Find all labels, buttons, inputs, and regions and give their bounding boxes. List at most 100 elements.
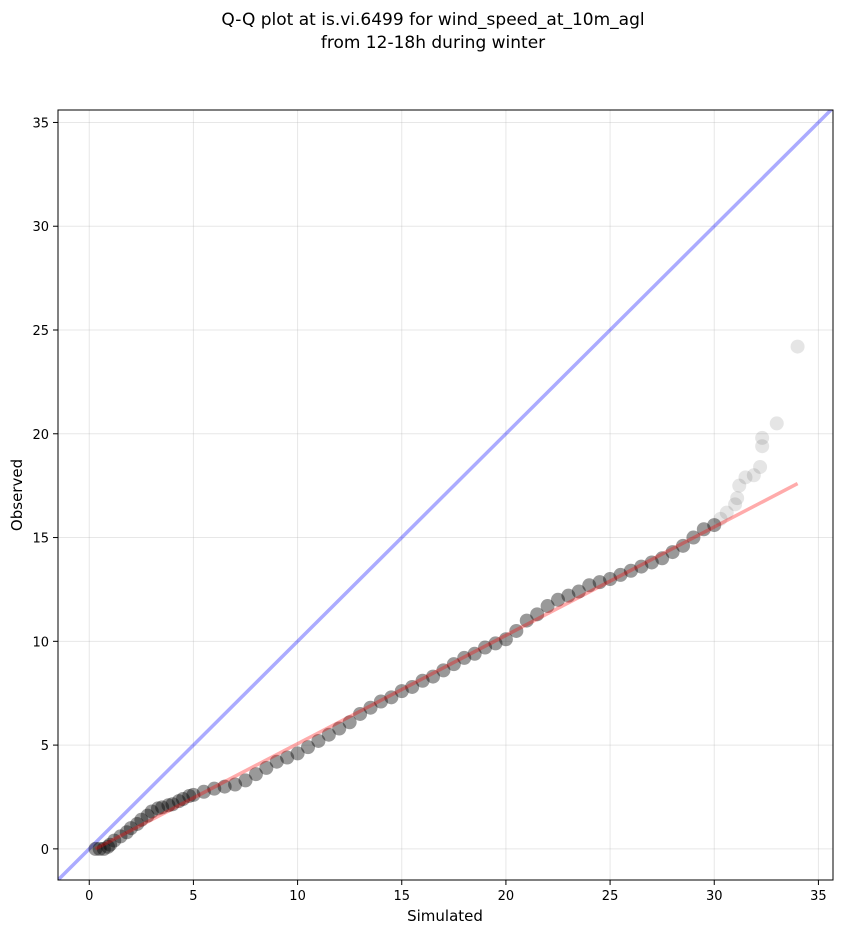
point <box>103 837 118 852</box>
point <box>467 646 482 661</box>
point <box>623 563 638 578</box>
point <box>730 491 745 506</box>
point <box>130 816 145 831</box>
point <box>790 339 805 354</box>
x-tick-label: 35 <box>810 889 827 904</box>
point <box>755 439 770 454</box>
x-tick-label: 10 <box>289 889 306 904</box>
x-tick-label: 20 <box>498 889 515 904</box>
point <box>290 746 305 761</box>
point <box>394 684 409 699</box>
point <box>446 657 461 672</box>
point <box>457 650 472 665</box>
point <box>561 588 576 603</box>
point <box>373 694 388 709</box>
point <box>311 733 326 748</box>
point <box>665 545 680 560</box>
point <box>92 841 107 856</box>
point <box>613 567 628 582</box>
point <box>363 700 378 715</box>
point <box>228 777 243 792</box>
point <box>238 773 253 788</box>
y-axis-label: Observed <box>8 459 26 531</box>
point <box>769 416 784 431</box>
point <box>384 690 399 705</box>
point <box>728 497 743 512</box>
y-tick-label: 10 <box>32 635 49 650</box>
point <box>321 727 336 742</box>
point <box>144 804 159 819</box>
point <box>436 663 451 678</box>
x-axis-label: Simulated <box>407 907 483 925</box>
point <box>405 679 420 694</box>
x-tick-label: 15 <box>393 889 410 904</box>
point <box>582 578 597 593</box>
point <box>707 518 722 533</box>
point <box>140 808 155 823</box>
point <box>332 721 347 736</box>
point <box>592 575 607 590</box>
point <box>280 750 295 765</box>
y-tick-label: 20 <box>32 428 49 443</box>
point <box>676 538 690 553</box>
point <box>171 794 186 809</box>
point <box>426 669 440 684</box>
point <box>713 511 728 526</box>
point <box>746 468 761 483</box>
point <box>119 825 134 840</box>
point <box>478 640 493 655</box>
point <box>88 841 103 856</box>
y-tick-label: 0 <box>41 843 49 858</box>
point <box>101 839 115 854</box>
point <box>269 754 284 769</box>
point <box>196 784 211 799</box>
point <box>498 632 513 647</box>
plot-area <box>58 110 833 880</box>
point <box>96 841 111 856</box>
point <box>155 800 170 815</box>
plot-frame <box>57 109 834 881</box>
x-tick-label: 5 <box>189 889 197 904</box>
fit-line <box>94 482 799 851</box>
point <box>738 470 753 485</box>
y-tick-label: 25 <box>32 324 49 339</box>
point <box>217 779 232 794</box>
point <box>415 673 430 688</box>
point <box>732 478 747 493</box>
y-tick-label: 5 <box>41 739 49 754</box>
point <box>530 607 545 622</box>
point <box>634 559 649 574</box>
point <box>151 801 165 816</box>
point <box>207 781 222 796</box>
point <box>551 592 565 607</box>
point <box>248 767 263 782</box>
point <box>165 797 180 812</box>
reference-line <box>58 110 833 880</box>
point <box>107 833 122 848</box>
point <box>655 551 670 566</box>
y-tick-label: 30 <box>32 220 49 235</box>
chart-title: from 12-18h during winter <box>321 33 545 53</box>
point <box>259 760 274 775</box>
point <box>161 798 176 813</box>
point <box>182 788 197 803</box>
y-tick-label: 15 <box>32 532 49 547</box>
point <box>134 812 149 827</box>
point <box>342 715 357 730</box>
point <box>353 706 368 721</box>
point <box>123 821 138 836</box>
point <box>644 555 659 570</box>
point <box>719 505 734 520</box>
x-tick-label: 25 <box>602 889 619 904</box>
point <box>488 636 503 651</box>
point <box>176 792 190 807</box>
x-tick-label: 0 <box>85 889 93 904</box>
point <box>603 572 618 587</box>
x-tick-label: 30 <box>706 889 723 904</box>
point <box>519 613 534 628</box>
point <box>301 740 315 755</box>
point <box>571 584 586 599</box>
point <box>186 787 201 802</box>
point <box>540 599 555 614</box>
